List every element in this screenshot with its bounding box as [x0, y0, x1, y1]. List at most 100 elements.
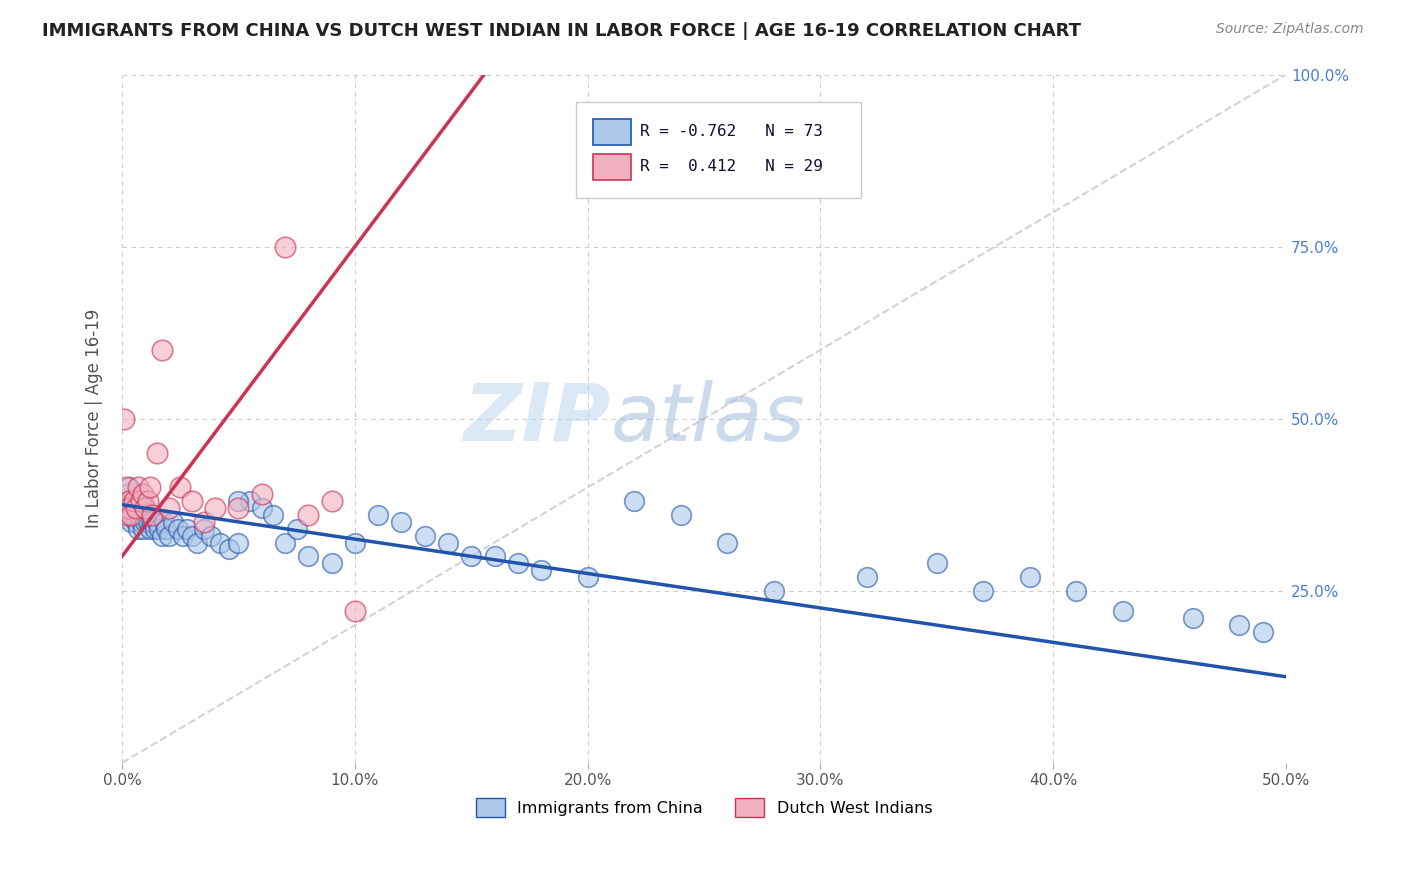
Point — [285, 522, 308, 536]
Point — [413, 529, 436, 543]
Point — [297, 549, 319, 564]
FancyBboxPatch shape — [576, 102, 860, 198]
Point — [125, 515, 148, 529]
Point — [148, 522, 170, 536]
Point — [228, 494, 250, 508]
Point — [150, 343, 173, 357]
Point — [122, 508, 145, 522]
Point — [139, 522, 162, 536]
Point — [127, 508, 149, 522]
Point — [118, 508, 141, 522]
Point — [120, 508, 142, 522]
Point — [129, 501, 152, 516]
Point — [118, 494, 141, 508]
Point — [127, 522, 149, 536]
Point — [623, 494, 645, 508]
Point — [150, 529, 173, 543]
Point — [122, 494, 145, 508]
Point — [460, 549, 482, 564]
Point — [1112, 604, 1135, 618]
Text: Source: ZipAtlas.com: Source: ZipAtlas.com — [1216, 22, 1364, 37]
Point — [389, 515, 412, 529]
Point — [228, 535, 250, 549]
Point — [153, 515, 176, 529]
Point — [129, 515, 152, 529]
Point — [200, 529, 222, 543]
Point — [343, 535, 366, 549]
Point — [262, 508, 284, 522]
Point — [193, 515, 215, 529]
Point — [120, 501, 142, 516]
Point — [716, 535, 738, 549]
Point — [141, 508, 163, 522]
Point — [169, 480, 191, 494]
FancyBboxPatch shape — [593, 153, 631, 180]
Point — [134, 501, 156, 516]
Text: atlas: atlas — [610, 380, 806, 458]
Point — [204, 501, 226, 516]
Point — [218, 542, 240, 557]
Point — [180, 529, 202, 543]
Point — [157, 529, 180, 543]
Y-axis label: In Labor Force | Age 16-19: In Labor Force | Age 16-19 — [86, 309, 103, 528]
Text: IMMIGRANTS FROM CHINA VS DUTCH WEST INDIAN IN LABOR FORCE | AGE 16-19 CORRELATIO: IMMIGRANTS FROM CHINA VS DUTCH WEST INDI… — [42, 22, 1081, 40]
Point — [367, 508, 389, 522]
Point — [669, 508, 692, 522]
Point — [155, 522, 177, 536]
Point — [250, 501, 273, 516]
Point — [115, 508, 138, 522]
Point — [1181, 611, 1204, 625]
Point — [141, 508, 163, 522]
Point — [506, 556, 529, 570]
Point — [321, 494, 343, 508]
Point — [125, 501, 148, 516]
Point — [146, 515, 169, 529]
Point — [136, 508, 159, 522]
Point — [112, 494, 135, 508]
Point — [143, 522, 166, 536]
Point — [115, 480, 138, 494]
Text: R =  0.412   N = 29: R = 0.412 N = 29 — [640, 159, 823, 174]
Point — [136, 494, 159, 508]
Point — [125, 501, 148, 516]
Point — [157, 501, 180, 516]
Point — [132, 487, 155, 501]
FancyBboxPatch shape — [593, 120, 631, 145]
Point — [129, 494, 152, 508]
Point — [132, 508, 155, 522]
Point — [132, 522, 155, 536]
Point — [146, 446, 169, 460]
Point — [530, 563, 553, 577]
Point — [141, 515, 163, 529]
Point — [437, 535, 460, 549]
Point — [321, 556, 343, 570]
Point — [180, 494, 202, 508]
Point — [228, 501, 250, 516]
Point — [115, 487, 138, 501]
Point — [1251, 625, 1274, 640]
Point — [162, 515, 184, 529]
Point — [762, 583, 785, 598]
Point — [134, 501, 156, 516]
Point — [972, 583, 994, 598]
Point — [576, 570, 599, 584]
Point — [176, 522, 198, 536]
Point — [118, 480, 141, 494]
Point — [484, 549, 506, 564]
Point — [250, 487, 273, 501]
Point — [134, 515, 156, 529]
Point — [127, 480, 149, 494]
Legend: Immigrants from China, Dutch West Indians: Immigrants from China, Dutch West Indian… — [470, 791, 939, 823]
Point — [120, 515, 142, 529]
Point — [343, 604, 366, 618]
Text: R = -0.762   N = 73: R = -0.762 N = 73 — [640, 124, 823, 139]
Point — [122, 494, 145, 508]
Point — [112, 411, 135, 425]
Point — [274, 239, 297, 253]
Point — [136, 515, 159, 529]
Point — [856, 570, 879, 584]
Point — [172, 529, 194, 543]
Point — [1229, 618, 1251, 632]
Point — [239, 494, 262, 508]
Point — [139, 480, 162, 494]
